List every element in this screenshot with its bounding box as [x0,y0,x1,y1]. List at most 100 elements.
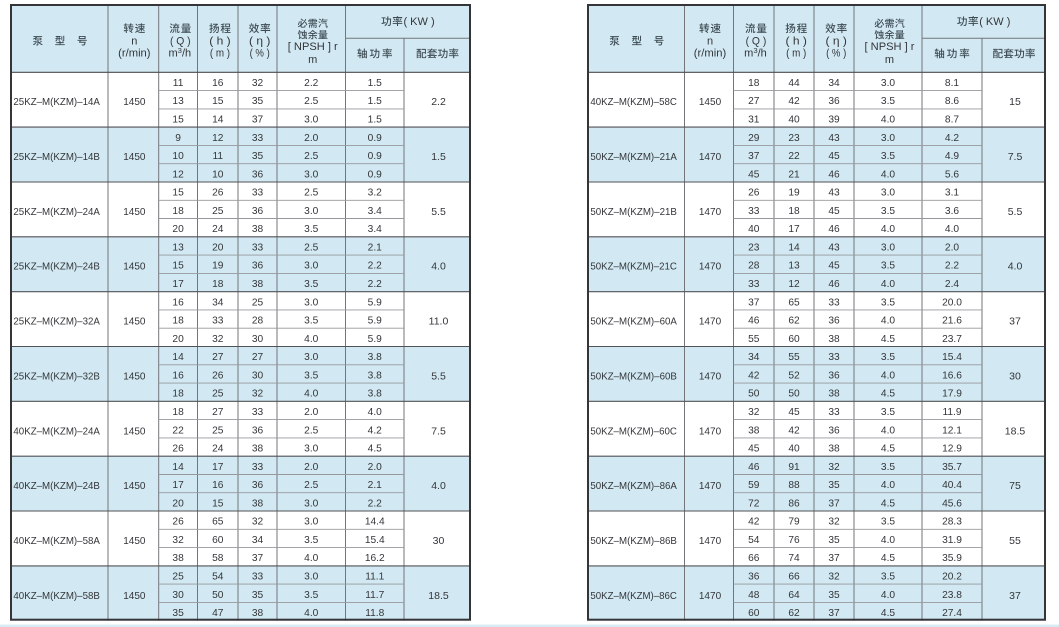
svg-text:50KZ–M(KZM)–60B: 50KZ–M(KZM)–60B [590,370,677,382]
svg-text:16.2: 16.2 [365,553,385,564]
svg-text:40KZ–M(KZM)–58A: 40KZ–M(KZM)–58A [13,535,100,547]
svg-text:38: 38 [252,279,264,290]
svg-text:16.6: 16.6 [942,370,962,381]
svg-text:26: 26 [748,188,760,199]
svg-text:31.9: 31.9 [942,535,962,546]
svg-text:23: 23 [788,133,800,144]
svg-text:2.5: 2.5 [304,480,318,491]
svg-text:m: m [308,54,317,66]
svg-text:21: 21 [788,169,800,180]
svg-text:2.0: 2.0 [304,407,318,418]
svg-text:36: 36 [748,572,760,583]
svg-text:3.5: 3.5 [881,261,895,272]
svg-text:3.0: 3.0 [304,444,318,455]
svg-text:38: 38 [252,498,264,509]
svg-text:50KZ–M(KZM)–60A: 50KZ–M(KZM)–60A [590,316,677,328]
svg-text:3.5: 3.5 [881,206,895,217]
svg-text:11: 11 [212,151,223,162]
svg-text:4.0: 4.0 [881,115,895,126]
svg-text:3.0: 3.0 [304,297,318,308]
svg-text:15: 15 [172,115,184,126]
svg-text:3.5: 3.5 [304,316,318,327]
svg-text:0.9: 0.9 [368,133,382,144]
svg-text:1470: 1470 [699,480,721,492]
svg-text:31: 31 [748,115,760,126]
svg-text:14.4: 14.4 [365,517,385,528]
svg-text:15: 15 [1009,96,1021,108]
svg-text:50KZ–M(KZM)–86C: 50KZ–M(KZM)–86C [590,590,677,602]
svg-text:60: 60 [212,535,224,546]
svg-text:1.5: 1.5 [368,78,382,89]
svg-text:2.0: 2.0 [304,462,318,473]
svg-text:28: 28 [748,261,760,272]
svg-text:28.3: 28.3 [942,517,962,528]
svg-text:35: 35 [252,151,264,162]
svg-text:33: 33 [828,407,840,418]
svg-text:27: 27 [252,352,264,363]
svg-text:16: 16 [212,480,224,491]
svg-text:5.5: 5.5 [431,370,446,382]
svg-text:4.0: 4.0 [304,553,318,564]
svg-text:32: 32 [252,517,264,528]
svg-text:26: 26 [212,188,224,199]
svg-text:14: 14 [172,462,184,473]
svg-text:18: 18 [212,279,224,290]
svg-text:55: 55 [1009,535,1021,547]
svg-text:2.5: 2.5 [304,425,318,436]
svg-text:18: 18 [788,206,800,217]
svg-text:7.5: 7.5 [1008,151,1023,163]
svg-text:33: 33 [252,407,264,418]
svg-text:5.5: 5.5 [431,206,446,218]
svg-text:25: 25 [212,389,224,400]
svg-text:3.1: 3.1 [945,188,959,199]
svg-text:52: 52 [788,370,800,381]
svg-text:5.9: 5.9 [368,316,382,327]
svg-text:14: 14 [212,115,224,126]
svg-text:m3/h: m3/h [744,46,767,59]
svg-text:32: 32 [828,572,840,583]
svg-text:50KZ–M(KZM)–21C: 50KZ–M(KZM)–21C [590,261,677,273]
svg-text:4.5: 4.5 [881,444,895,455]
svg-text:34: 34 [748,352,760,363]
svg-text:( Q ): ( Q ) [170,35,191,47]
svg-text:37: 37 [252,115,264,126]
svg-text:m3/h: m3/h [169,46,192,59]
svg-text:46: 46 [828,279,840,290]
svg-text:2.0: 2.0 [945,242,959,253]
svg-text:33: 33 [748,206,760,217]
svg-text:75: 75 [1009,480,1021,492]
svg-text:39: 39 [828,115,840,126]
svg-text:20.0: 20.0 [942,297,962,308]
svg-text:22: 22 [788,151,800,162]
svg-text:35.7: 35.7 [942,462,962,473]
svg-text:2.1: 2.1 [368,242,382,253]
svg-text:3.0: 3.0 [881,78,895,89]
svg-text:8.1: 8.1 [945,78,959,89]
svg-text:4.5: 4.5 [881,498,895,509]
svg-text:42: 42 [748,517,760,528]
svg-text:11.8: 11.8 [365,608,384,619]
svg-text:1450: 1450 [123,535,145,547]
svg-text:1470: 1470 [699,151,721,163]
svg-text:36: 36 [828,96,840,107]
svg-text:46: 46 [748,316,760,327]
svg-text:33: 33 [252,133,264,144]
svg-text:1470: 1470 [699,425,721,437]
svg-text:25: 25 [212,206,224,217]
svg-text:32: 32 [252,389,264,400]
svg-text:91: 91 [788,462,800,473]
svg-text:40KZ–M(KZM)–24B: 40KZ–M(KZM)–24B [13,480,100,492]
svg-text:( m ): ( m ) [210,47,230,59]
svg-text:3.5: 3.5 [304,370,318,381]
svg-text:( % ): ( % ) [250,47,270,59]
svg-text:13: 13 [788,261,800,272]
svg-text:17: 17 [788,224,800,235]
svg-text:17.9: 17.9 [942,389,962,400]
svg-text:50KZ–M(KZM)–21B: 50KZ–M(KZM)–21B [590,206,677,218]
svg-text:45: 45 [828,206,840,217]
svg-text:(r/min): (r/min) [694,47,726,59]
svg-text:37: 37 [828,608,840,619]
svg-text:2.0: 2.0 [368,462,382,473]
svg-text:( h ): ( h ) [209,35,230,47]
svg-text:10: 10 [172,151,184,162]
